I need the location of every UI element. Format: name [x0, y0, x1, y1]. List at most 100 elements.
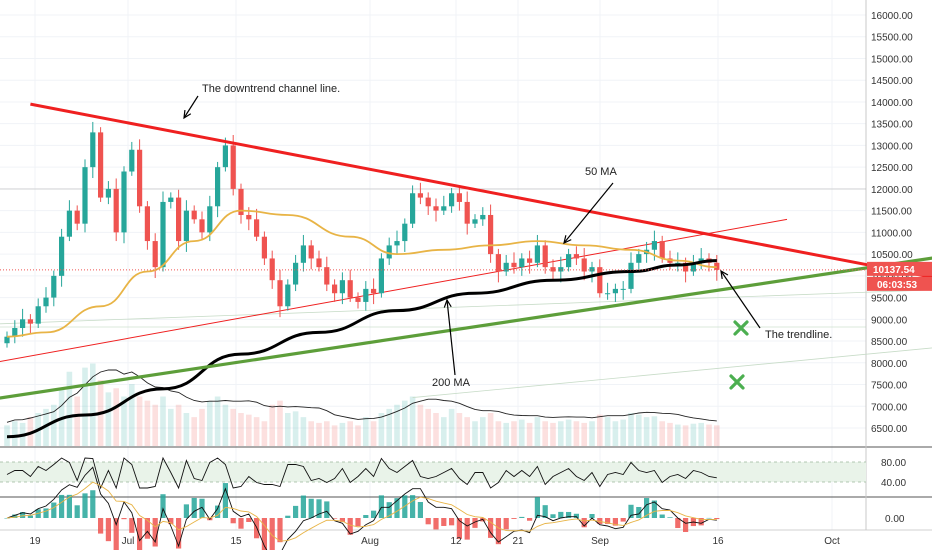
candle: [410, 193, 416, 224]
annotation-arrow: [720, 270, 761, 329]
volume-bar: [659, 421, 665, 446]
faint-trend-line: [0, 289, 932, 325]
annotation-arrowhead: [443, 298, 452, 308]
macd-bar: [59, 494, 65, 518]
annotation-label: The trendline.: [765, 329, 832, 341]
macd-bar: [144, 518, 150, 539]
candle: [324, 267, 330, 285]
volume-bar: [464, 417, 470, 446]
candle: [35, 306, 41, 324]
candle: [511, 262, 517, 268]
candle: [402, 223, 408, 242]
annotation-label: 50 MA: [585, 166, 617, 178]
x-marker: [729, 374, 745, 390]
volume-bar: [714, 425, 720, 446]
volume-bar: [519, 419, 525, 446]
macd-bar: [269, 518, 275, 555]
volume-bar: [503, 422, 509, 446]
macd-bar: [675, 518, 681, 529]
candle: [550, 267, 556, 272]
y-tick-label: 13500.00: [871, 120, 913, 131]
candle: [246, 214, 252, 220]
candles: [4, 121, 720, 348]
volume-bar: [129, 384, 135, 446]
volume-bar: [308, 421, 314, 446]
candle: [199, 219, 205, 233]
candle: [168, 197, 174, 202]
volume-bar: [113, 388, 119, 446]
x-marker-stroke: [733, 320, 749, 336]
macd-bar: [644, 498, 650, 518]
macd-bar: [332, 518, 338, 519]
faint-trend-line: [412, 347, 932, 398]
candle: [82, 167, 88, 224]
candle: [581, 258, 587, 272]
macd-bar: [355, 518, 361, 527]
candle: [98, 132, 104, 198]
volume-bar: [152, 404, 158, 446]
macd-bar: [230, 518, 236, 524]
x-tick-label: 21: [512, 536, 524, 547]
candle: [105, 188, 111, 198]
candle: [160, 201, 166, 268]
volume-bar: [667, 422, 673, 446]
macd-bar: [20, 512, 26, 518]
volume-bar: [643, 417, 650, 446]
annotation-arrowhead: [183, 109, 192, 120]
candle: [66, 210, 72, 237]
volume-bar: [74, 396, 80, 446]
volume-bar: [4, 425, 10, 446]
volume-bar: [472, 421, 478, 446]
macd-bar: [238, 518, 244, 529]
volume-bar: [199, 408, 205, 446]
volume-bar: [706, 424, 712, 446]
volume-bar: [222, 404, 229, 446]
volume-bar: [339, 422, 346, 446]
volume-bar: [409, 396, 416, 446]
macd-bar: [105, 518, 111, 542]
countdown-label: 06:03:53: [877, 280, 917, 291]
candle: [683, 262, 689, 272]
macd-bar: [43, 508, 49, 518]
x-marker-stroke: [729, 374, 745, 390]
volume-bar: [105, 392, 112, 446]
macd-bar: [628, 504, 634, 518]
candle: [651, 241, 657, 250]
macd-bar: [566, 511, 572, 518]
candle: [191, 210, 197, 220]
last-price-badge: [867, 261, 932, 276]
ma200-line: [6, 259, 717, 439]
macd-bar: [12, 514, 18, 518]
macd-bar: [472, 518, 478, 528]
macd-bar: [308, 498, 314, 518]
x-tick-label: 16: [712, 536, 724, 547]
volume-bar: [495, 421, 502, 446]
volume-bar: [690, 423, 697, 446]
candle: [589, 267, 595, 272]
volume-bar: [363, 417, 369, 446]
macd-bar: [581, 518, 587, 528]
volume-bar: [175, 404, 182, 446]
y-tick-label: 11500.00: [871, 207, 912, 218]
macd-bar: [261, 518, 267, 555]
macd-bar: [371, 510, 377, 518]
volume-bar: [136, 396, 143, 446]
macd-bar: [527, 518, 533, 521]
macd-bar: [683, 518, 689, 533]
x-tick-label: Aug: [361, 536, 379, 547]
candle: [542, 245, 548, 268]
candle: [386, 245, 392, 259]
last-price-label: 10137.54: [873, 265, 915, 276]
candle: [394, 241, 400, 246]
candle: [480, 214, 486, 220]
candle: [527, 258, 533, 263]
macd-bar: [324, 501, 330, 518]
macd-bar: [137, 518, 143, 555]
macd-bar: [410, 495, 416, 518]
macd-bar: [183, 504, 189, 518]
candle: [207, 206, 213, 233]
macd-bar: [464, 518, 470, 540]
volume-bar: [370, 421, 377, 446]
volume-bar: [378, 413, 385, 446]
